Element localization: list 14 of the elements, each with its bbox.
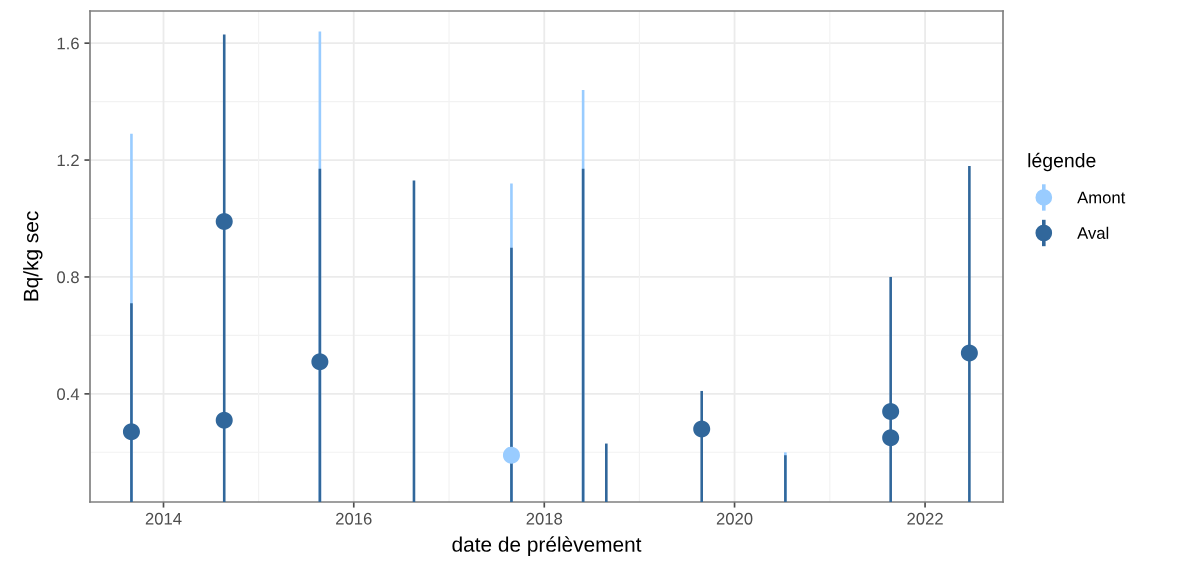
x-tick-label: 2014 [145,512,182,525]
x-tick-label: 2022 [907,512,943,525]
y-tick-label: 1.2 [57,154,79,167]
y-tick-label: 1.6 [57,37,79,50]
legend-label: Aval [1077,226,1109,239]
y-tick-label: 0.4 [57,388,80,401]
x-tick-label: 2018 [526,512,563,525]
x-axis-title: date de prélèvement [452,536,642,556]
y-tick-label: 0.8 [57,271,79,284]
x-tick-label: 2020 [716,512,753,525]
y-axis-title: Bq/kg sec [23,211,43,301]
x-tick-label: 2016 [336,512,372,525]
legend-label: Amont [1077,191,1126,204]
legend-title: légende [1028,152,1096,172]
